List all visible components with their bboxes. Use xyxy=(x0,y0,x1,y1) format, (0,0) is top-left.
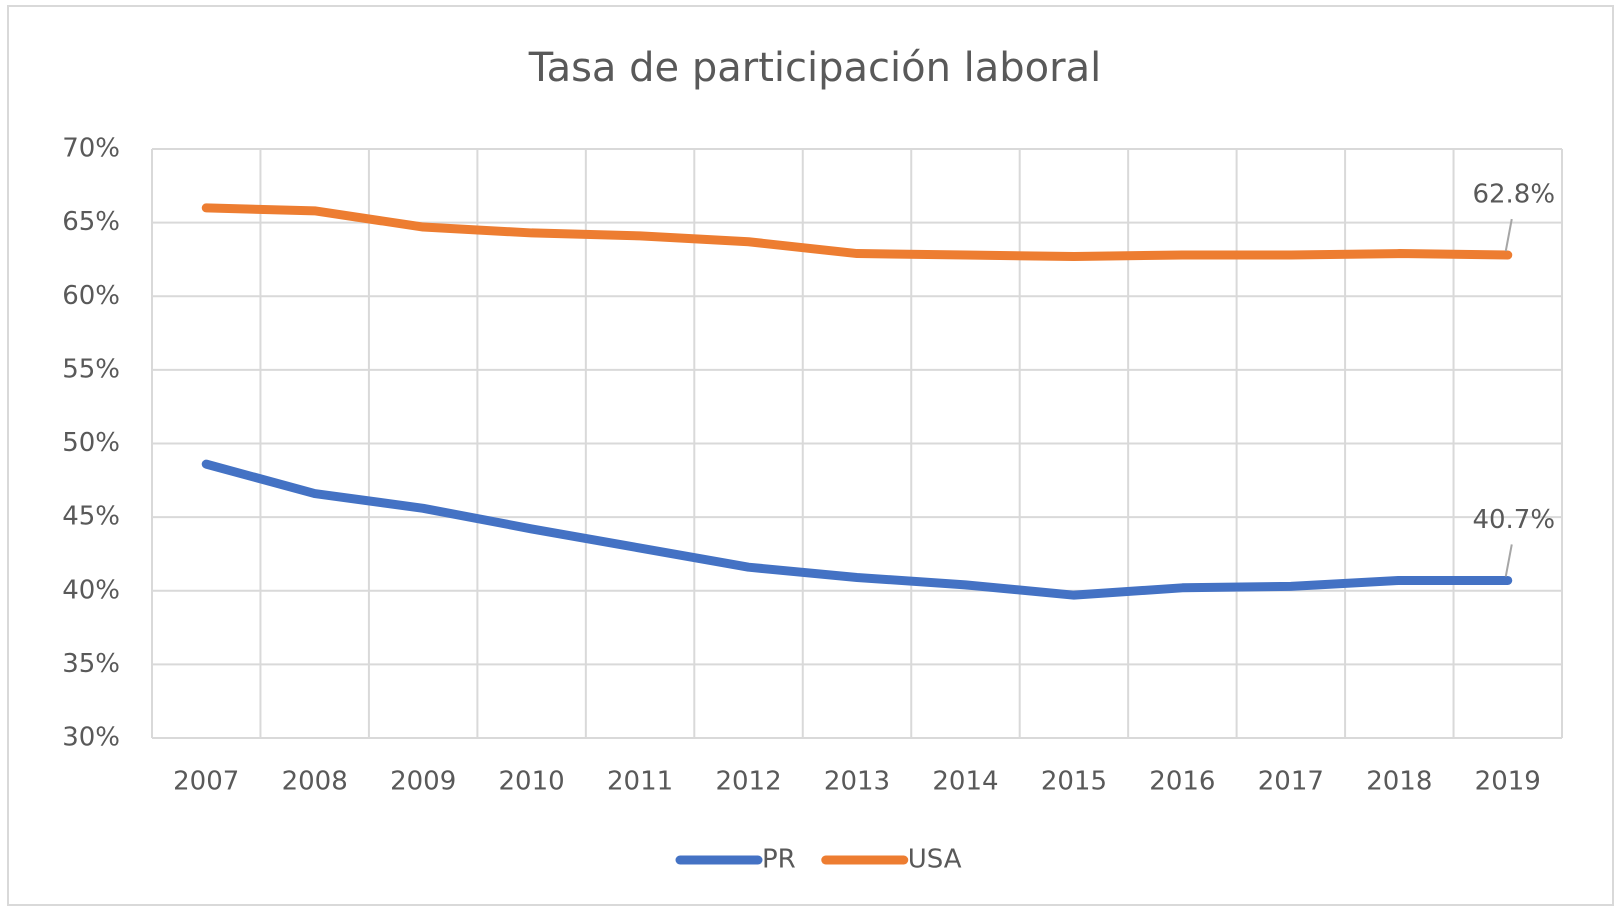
x-tick-label: 2014 xyxy=(932,767,998,797)
y-tick-label: 65% xyxy=(62,207,120,237)
y-tick-label: 30% xyxy=(62,723,120,753)
data-label: 40.7% xyxy=(1472,505,1555,535)
x-tick-label: 2007 xyxy=(173,767,239,797)
data-label: 62.8% xyxy=(1472,180,1555,210)
x-tick-label: 2016 xyxy=(1149,767,1215,797)
y-tick-label: 70% xyxy=(62,134,120,164)
series-line xyxy=(201,459,1513,600)
x-tick-label: 2018 xyxy=(1366,767,1432,797)
y-tick-label: 60% xyxy=(62,281,120,311)
legend-label: PR xyxy=(762,845,796,875)
y-tick-label: 45% xyxy=(62,502,120,532)
x-tick-label: 2017 xyxy=(1258,767,1324,797)
y-tick-label: 35% xyxy=(62,649,120,679)
x-tick-label: 2011 xyxy=(607,767,673,797)
x-tick-label: 2008 xyxy=(282,767,348,797)
x-tick-label: 2013 xyxy=(824,767,890,797)
x-tick-label: 2012 xyxy=(715,767,781,797)
x-tick-label: 2015 xyxy=(1041,767,1107,797)
x-tick-label: 2010 xyxy=(499,767,565,797)
y-tick-label: 40% xyxy=(62,575,120,605)
x-tick-label: 2009 xyxy=(390,767,456,797)
label-leader xyxy=(1504,218,1513,252)
series-line xyxy=(201,203,1513,261)
chart-title: Tasa de participación laboral xyxy=(528,45,1101,91)
y-tick-label: 50% xyxy=(62,428,120,458)
x-tick-label: 2019 xyxy=(1475,767,1541,797)
label-leader xyxy=(1504,544,1513,577)
y-tick-label: 55% xyxy=(62,354,120,384)
legend-label: USA xyxy=(908,845,962,875)
